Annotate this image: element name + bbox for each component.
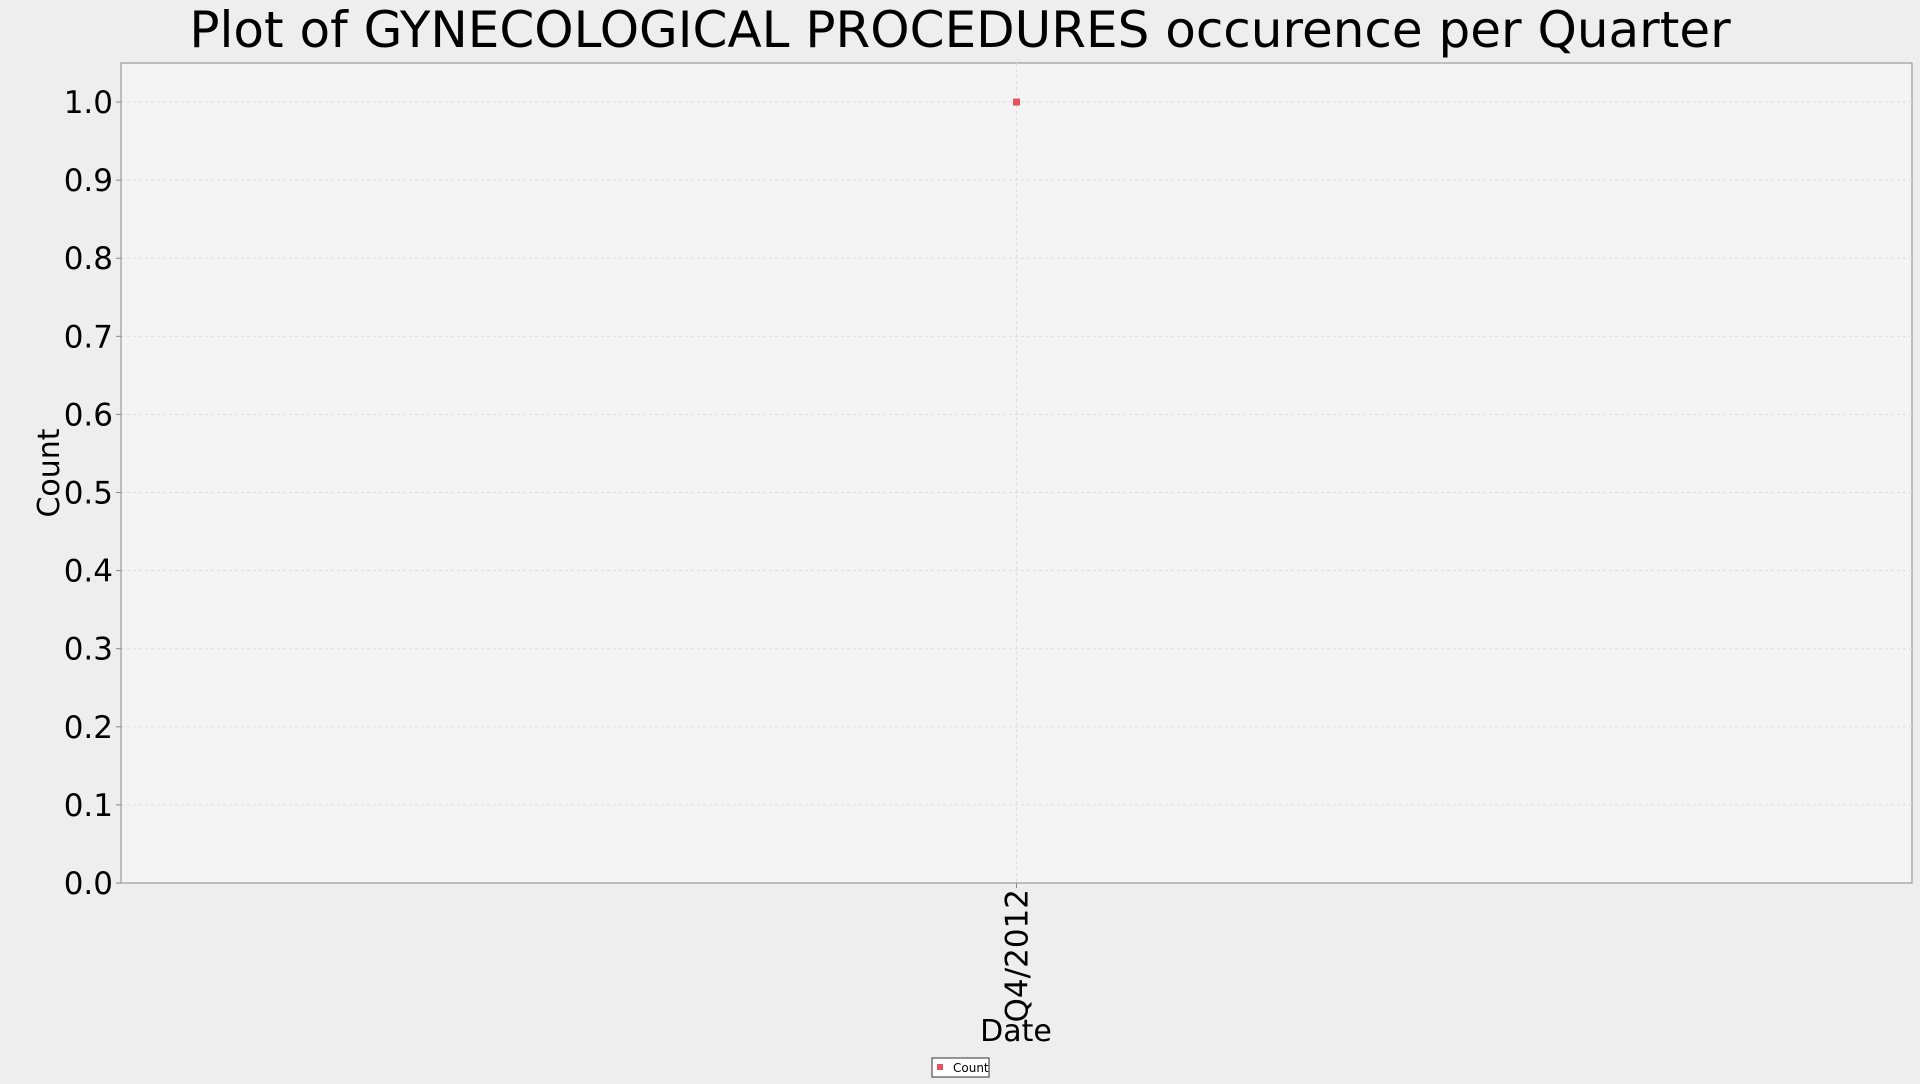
x-tick-label: Q4/2012	[1000, 889, 1036, 1022]
legend-box	[931, 1057, 990, 1078]
x-axis-label: Date	[980, 1014, 1052, 1049]
y-tick-label: 0.7	[64, 319, 113, 355]
x-axis-ticks: Q4/2012	[1000, 883, 1036, 1022]
y-tick-label: 1.0	[64, 85, 113, 121]
y-tick-label: 0.5	[64, 476, 113, 512]
y-tick-label: 0.9	[64, 163, 113, 199]
legend: Count	[931, 1057, 990, 1078]
y-tick-label: 0.8	[64, 241, 113, 277]
legend-label: Count	[953, 1061, 989, 1075]
data-points	[1013, 98, 1020, 106]
data-point	[1013, 98, 1020, 106]
y-tick-label: 0.2	[64, 710, 113, 746]
y-tick-label: 0.4	[64, 554, 113, 590]
y-tick-label: 0.1	[64, 788, 113, 824]
chart-title: Plot of GYNECOLOGICAL PROCEDURES occuren…	[189, 1, 1731, 59]
y-tick-label: 0.0	[64, 866, 113, 902]
y-axis-ticks: 0.0 0.1 0.2 0.3 0.4 0.5 0.6 0.7 0.8 0.9 1.0	[64, 85, 121, 902]
legend-marker	[937, 1064, 943, 1070]
y-tick-label: 0.3	[64, 632, 113, 668]
y-tick-label: 0.6	[64, 397, 113, 433]
y-axis-label: Count	[32, 428, 67, 517]
